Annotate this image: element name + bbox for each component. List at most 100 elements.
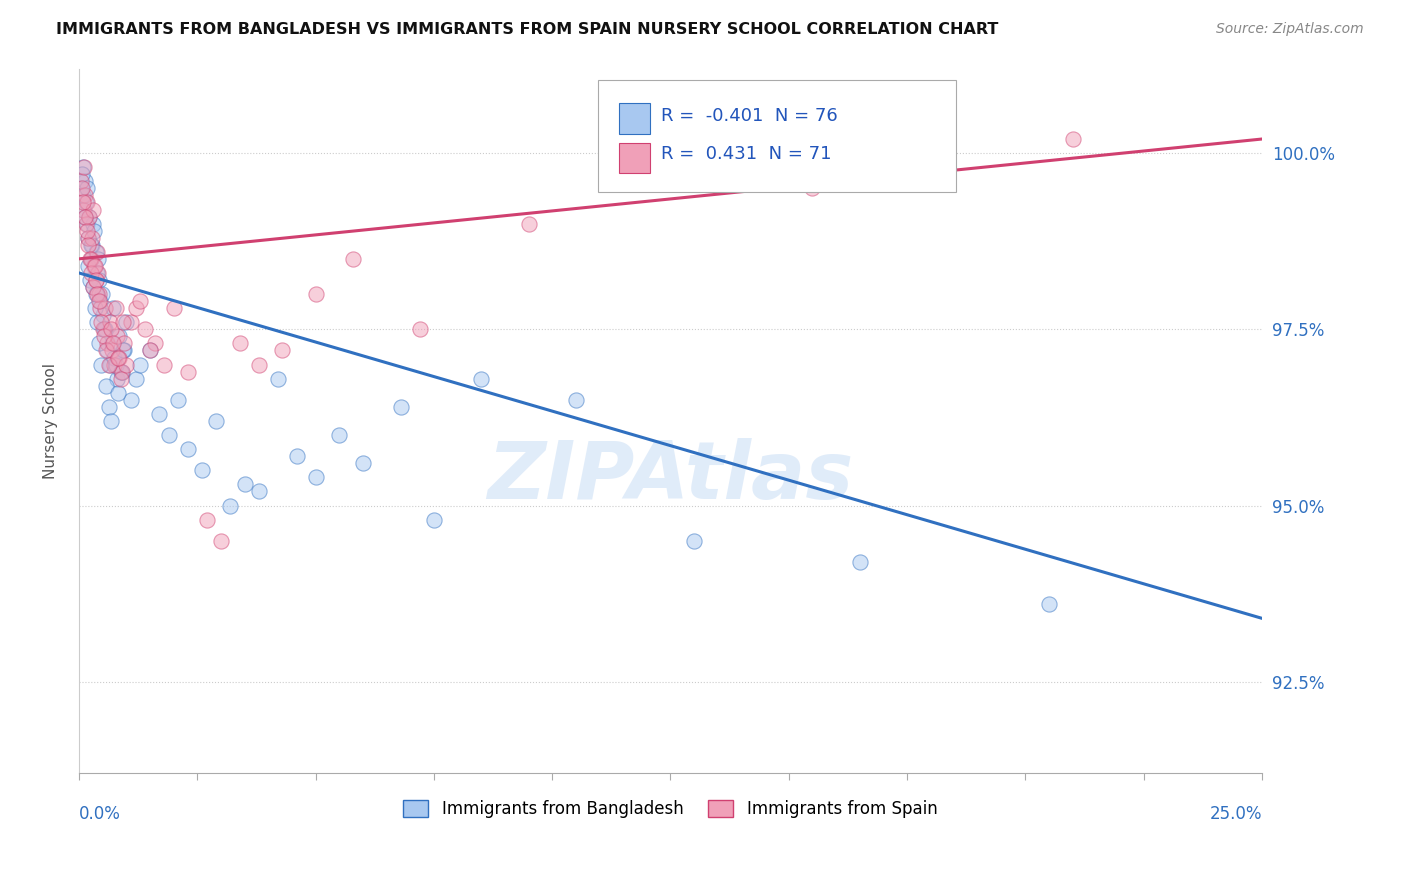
Point [134, 322, 156, 336]
Point [82, 280, 104, 294]
Point [79, 273, 101, 287]
Point [84, 244, 107, 259]
Point [83, 259, 105, 273]
Point [517, 217, 540, 231]
Point [177, 365, 200, 379]
Point [91, 322, 114, 336]
Text: IMMIGRANTS FROM BANGLADESH VS IMMIGRANTS FROM SPAIN NURSERY SCHOOL CORRELATION C: IMMIGRANTS FROM BANGLADESH VS IMMIGRANTS… [56, 22, 998, 37]
Point [70, 174, 93, 188]
Point [93, 329, 115, 343]
Point [219, 499, 242, 513]
Point [683, 533, 706, 548]
Point [110, 372, 132, 386]
Point [129, 358, 152, 372]
Point [195, 513, 218, 527]
Point [103, 358, 125, 372]
Point [104, 301, 127, 316]
Point [143, 336, 166, 351]
Point [80, 237, 103, 252]
Point [70, 181, 93, 195]
Point [86, 244, 108, 259]
Point [108, 351, 131, 365]
Point [408, 322, 430, 336]
Point [267, 372, 290, 386]
Point [73, 174, 96, 188]
Point [82, 237, 104, 252]
Point [304, 287, 326, 301]
Point [72, 202, 94, 217]
Point [94, 301, 117, 316]
Point [285, 449, 308, 463]
Point [70, 167, 93, 181]
Point [82, 230, 104, 244]
Point [115, 315, 138, 329]
Point [205, 414, 228, 428]
Point [470, 372, 492, 386]
Point [70, 181, 93, 195]
Point [73, 160, 96, 174]
Text: R =  0.431  N = 71: R = 0.431 N = 71 [661, 145, 831, 163]
Point [77, 230, 100, 244]
Point [87, 287, 110, 301]
Point [93, 322, 115, 336]
Point [1062, 132, 1084, 146]
Point [91, 308, 114, 322]
Text: 0.0%: 0.0% [79, 805, 121, 823]
Point [125, 372, 148, 386]
Point [111, 343, 134, 358]
Point [153, 358, 176, 372]
Point [90, 358, 112, 372]
Point [129, 294, 152, 309]
Point [352, 456, 374, 470]
Point [304, 470, 326, 484]
Point [86, 287, 108, 301]
Point [73, 188, 96, 202]
Point [84, 287, 107, 301]
Point [849, 555, 872, 569]
Point [80, 252, 103, 266]
Point [801, 181, 824, 195]
Point [139, 343, 162, 358]
Point [84, 273, 107, 287]
Point [139, 343, 162, 358]
Point [423, 513, 446, 527]
Point [107, 385, 129, 400]
Point [94, 322, 117, 336]
Point [148, 407, 170, 421]
Point [233, 477, 256, 491]
Point [90, 315, 112, 329]
Point [98, 358, 121, 372]
Point [105, 329, 128, 343]
Point [115, 358, 138, 372]
Point [76, 181, 98, 195]
Point [112, 336, 135, 351]
Y-axis label: Nursery School: Nursery School [44, 363, 58, 479]
Point [100, 414, 122, 428]
Point [77, 259, 100, 273]
Point [110, 365, 132, 379]
Text: ZIPAtlas: ZIPAtlas [488, 438, 853, 516]
Point [110, 365, 132, 379]
Point [229, 336, 252, 351]
Point [103, 301, 125, 316]
Point [157, 428, 180, 442]
Point [120, 392, 142, 407]
Point [101, 336, 124, 351]
Point [89, 301, 111, 316]
Point [76, 195, 98, 210]
Point [107, 351, 129, 365]
Point [96, 343, 118, 358]
Point [96, 378, 118, 392]
Point [76, 217, 98, 231]
Point [104, 358, 127, 372]
Point [103, 336, 125, 351]
Point [90, 287, 112, 301]
Point [77, 237, 100, 252]
Point [1038, 597, 1060, 611]
Point [75, 217, 97, 231]
Point [167, 392, 190, 407]
Point [100, 322, 122, 336]
Point [79, 210, 101, 224]
Point [87, 266, 110, 280]
Point [72, 160, 94, 174]
